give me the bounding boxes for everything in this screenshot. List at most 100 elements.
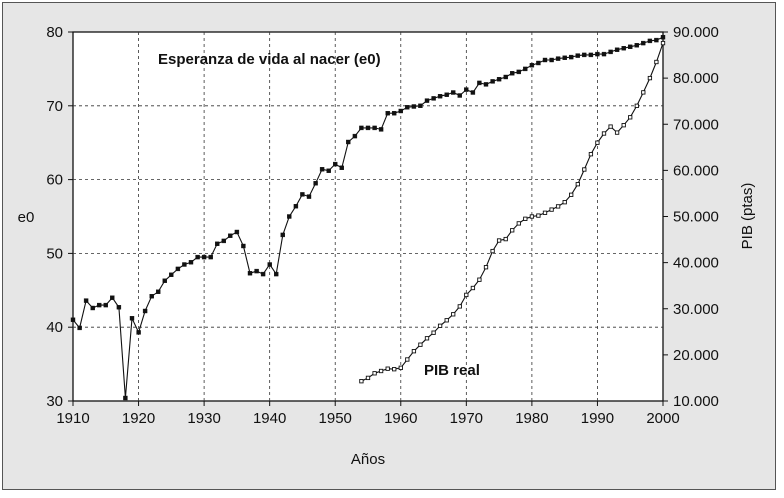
y-tick-label: 40 (46, 319, 63, 336)
pib-point (582, 167, 587, 172)
e0-point (483, 82, 489, 87)
e0-point (405, 105, 410, 110)
e0-point (96, 302, 102, 308)
e0-point (660, 35, 666, 40)
pib-point (608, 124, 613, 129)
pib-point (496, 238, 502, 243)
e0-point (457, 93, 462, 98)
e0-point (365, 125, 371, 131)
y2-tick-label: 70.000 (673, 116, 719, 133)
e0-point (464, 87, 469, 92)
e0-point (300, 192, 305, 197)
e0-point (529, 63, 535, 68)
pib-point (431, 330, 436, 335)
e0-point (319, 167, 325, 172)
e0-point (437, 93, 443, 99)
x-tick-label: 1910 (56, 410, 89, 427)
pib-point (549, 207, 554, 212)
pib-point (588, 152, 594, 157)
pib-point (641, 90, 646, 95)
y2-tick-label: 90.000 (673, 24, 719, 41)
e0-point (614, 47, 620, 52)
tick-labels: 1910 1920 1930 1940 1950 1960 1970 1980 1990 2000… (46, 24, 719, 427)
e0-point (339, 165, 344, 171)
e0-point (155, 289, 161, 294)
e0-point (123, 395, 128, 401)
e0-point (313, 181, 318, 186)
e0-point (274, 271, 279, 277)
e0-point (582, 52, 587, 58)
e0-point (359, 125, 364, 131)
e0-point (470, 90, 476, 95)
y2-tick-label: 40.000 (673, 255, 719, 272)
pib-point (418, 342, 423, 347)
e0-point (654, 37, 659, 43)
y2-axis-title: PIB (ptas) (739, 183, 756, 250)
e0-point (208, 254, 213, 260)
e0-point (267, 262, 272, 267)
pib-point (529, 214, 535, 219)
e0-point (175, 266, 181, 272)
y-axis-title: e0 (18, 209, 35, 226)
pib-point (444, 318, 449, 323)
e0-point (510, 71, 515, 76)
x-tick-label: 1990 (581, 410, 614, 427)
pib-point (405, 357, 410, 362)
pib-point (523, 216, 528, 221)
pib-point (647, 75, 653, 81)
pib-point (503, 236, 508, 242)
e0-point (346, 139, 351, 145)
pib-point (490, 248, 495, 254)
e0-point (372, 125, 377, 131)
x-tick-label: 1930 (187, 410, 220, 427)
e0-point (569, 54, 574, 60)
pib-point (385, 366, 390, 371)
e0-point (575, 53, 580, 58)
e0-point (490, 79, 495, 84)
e0-point (306, 194, 312, 199)
pib-point (601, 131, 607, 136)
e0-point (503, 74, 508, 80)
e0-point (424, 98, 430, 103)
series-layer (70, 35, 666, 401)
annotation-pib: PIB real (424, 362, 480, 379)
pib-point (654, 59, 659, 65)
e0-point (595, 51, 600, 57)
e0-point (523, 66, 528, 72)
y2-tick-label: 30.000 (673, 301, 719, 318)
y-tick-label: 50 (46, 245, 63, 262)
e0-point (444, 92, 449, 97)
x-tick-label: 1920 (122, 410, 155, 427)
e0-point (392, 110, 397, 116)
e0-point (601, 51, 607, 57)
y2-tick-label: 80.000 (673, 70, 719, 87)
pib-point (575, 182, 580, 187)
e0-point (234, 229, 240, 235)
e0-point (634, 43, 639, 48)
e0-point (398, 108, 403, 114)
x-axis-title: Años (351, 451, 385, 468)
e0-point (149, 294, 154, 299)
pib-point (483, 265, 489, 270)
y2-tick-label: 20.000 (673, 347, 719, 364)
e0-point (333, 161, 338, 167)
pib-point (614, 130, 620, 135)
e0-point (260, 271, 266, 277)
y2-tick-label: 10.000 (673, 393, 719, 410)
e0-point (201, 254, 207, 260)
e0-point (588, 52, 594, 58)
e0-point (247, 271, 253, 276)
e0-point (162, 278, 168, 283)
pib-point (359, 379, 364, 384)
e0-point (287, 214, 292, 219)
pib-point (365, 375, 371, 381)
annotation-e0: Esperanza de vida al nacer (e0) (158, 51, 381, 68)
pib-point (634, 103, 639, 108)
e0-point (169, 272, 174, 277)
e0-point (77, 325, 82, 331)
e0-point (83, 298, 89, 303)
e0-point (293, 203, 299, 209)
e0-point (411, 104, 417, 109)
x-tick-label: 1950 (319, 410, 352, 427)
